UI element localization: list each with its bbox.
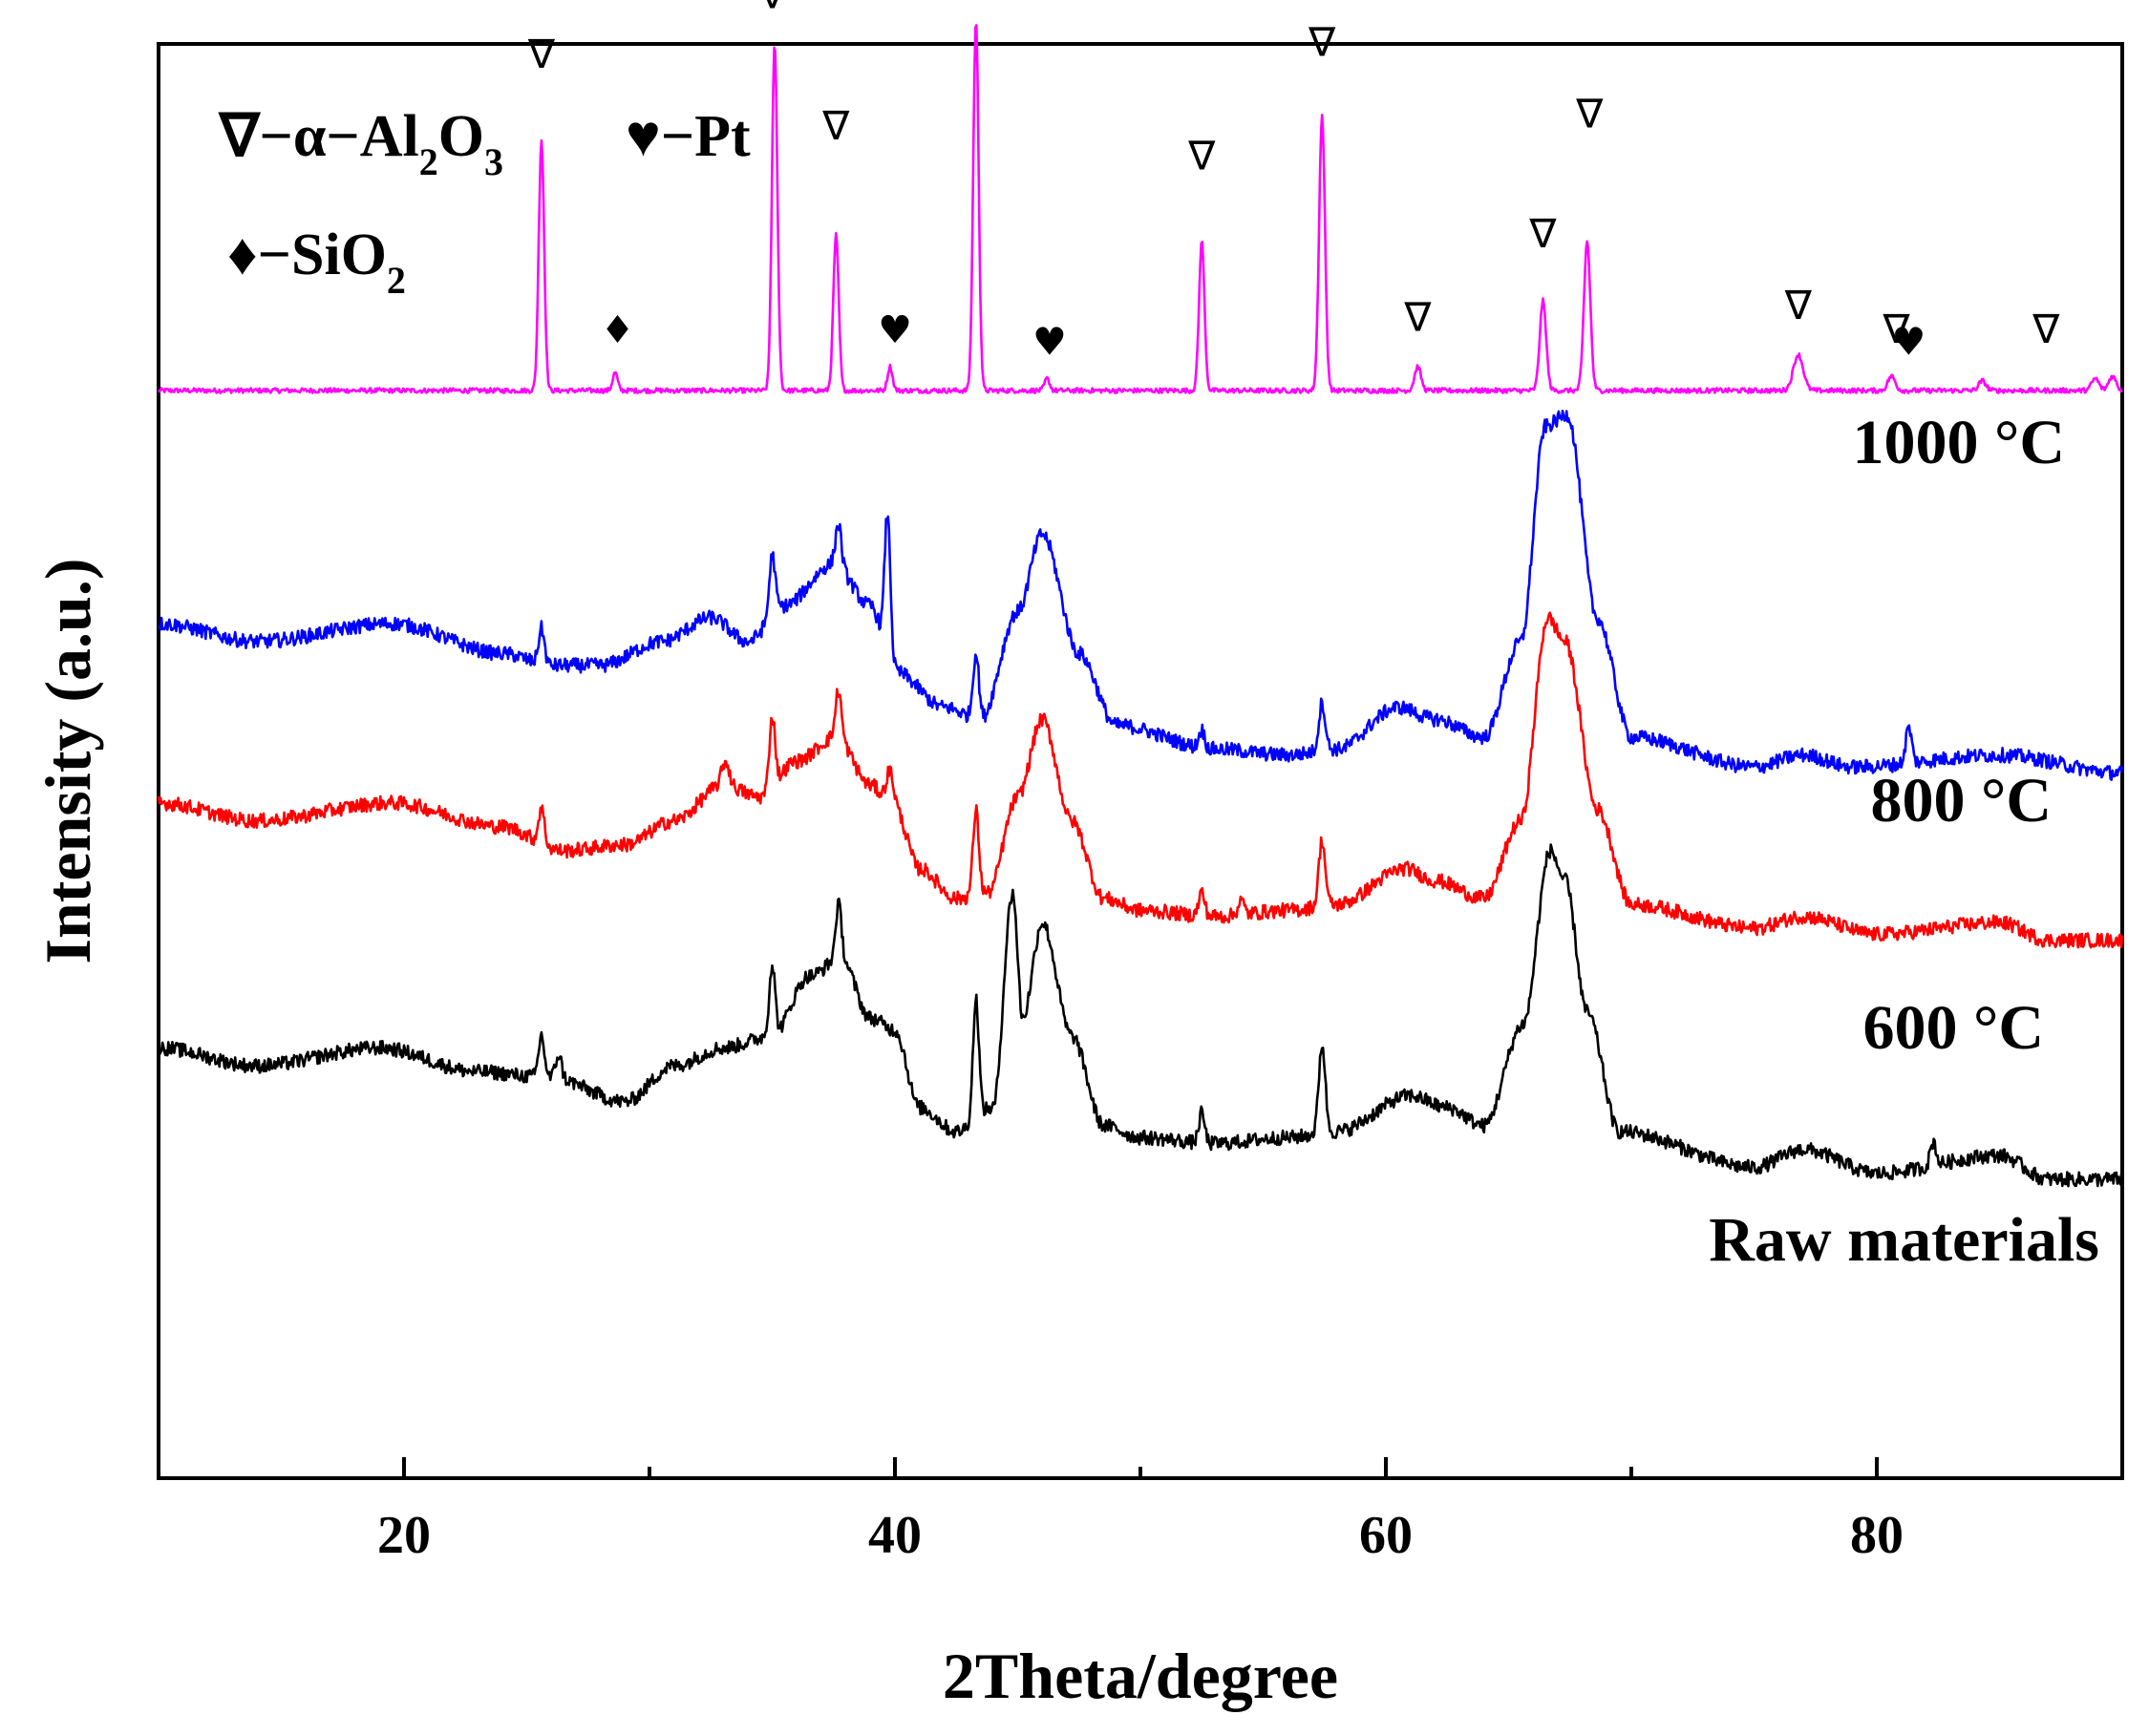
triangle-marker: ∇ [1784,282,1813,328]
triangle-marker: ∇ [1528,210,1557,257]
legend-entry-al2o3: ∇−α−Al2O3 [218,104,503,183]
triangle-marker: ∇ [1575,91,1604,138]
diamond-marker: ♦ [601,308,635,352]
triangle-marker: ∇ [1403,293,1432,340]
triangle-marker: ∇ [1883,306,1911,352]
series-line-2 [157,611,2124,949]
legend-entry-sio2: ♦−SiO2 [227,222,406,302]
triangle-marker: ∇ [527,31,556,77]
triangle-marker: ∇ [1187,132,1216,179]
series-layer [157,24,2124,1188]
heart-icon: ♥ [626,104,661,169]
x-ticks: 20 40 60 80 [157,1457,2124,1565]
series-label-0: 1000 °C [1852,408,2065,477]
heart-marker: ♥ [1032,320,1067,364]
triangle-marker: ∇ [1308,19,1336,66]
series-label-3: Raw materials [1709,1205,2099,1275]
series-line-3 [157,843,2124,1188]
diamond-icon: ♦ [227,222,258,287]
legend: ∇−α−Al2O3 ♥−Pt ♦−SiO2 [218,104,751,302]
heart-marker: ♥ [878,308,912,352]
x-tick-label: 60 [1359,1506,1413,1565]
x-tick-label: 40 [868,1506,922,1565]
legend-entry-pt: ♥−Pt [626,104,751,169]
peak-markers: ∇♦∇∇♥∇♥∇∇∇∇∇∇∇♥∇ [527,0,2060,364]
triangle-marker: ∇ [757,0,786,17]
series-label-1: 800 °C [1870,766,2052,836]
x-tick-label: 80 [1850,1506,1904,1565]
triangle-marker: ∇ [821,102,850,149]
series-line-0 [157,24,2124,394]
triangle-marker: ∇ [2032,306,2060,352]
heart-marker: ♥ [1891,320,1926,364]
y-axis-title: Intensity (a.u.) [32,558,104,963]
series-labels: 1000 °C 800 °C 600 °C Raw materials [1709,408,2099,1275]
x-axis-title: 2Theta/degree [943,1640,1338,1712]
series-line-1 [158,410,2124,781]
series-label-2: 600 °C [1862,993,2044,1063]
x-tick-label: 20 [377,1506,431,1565]
